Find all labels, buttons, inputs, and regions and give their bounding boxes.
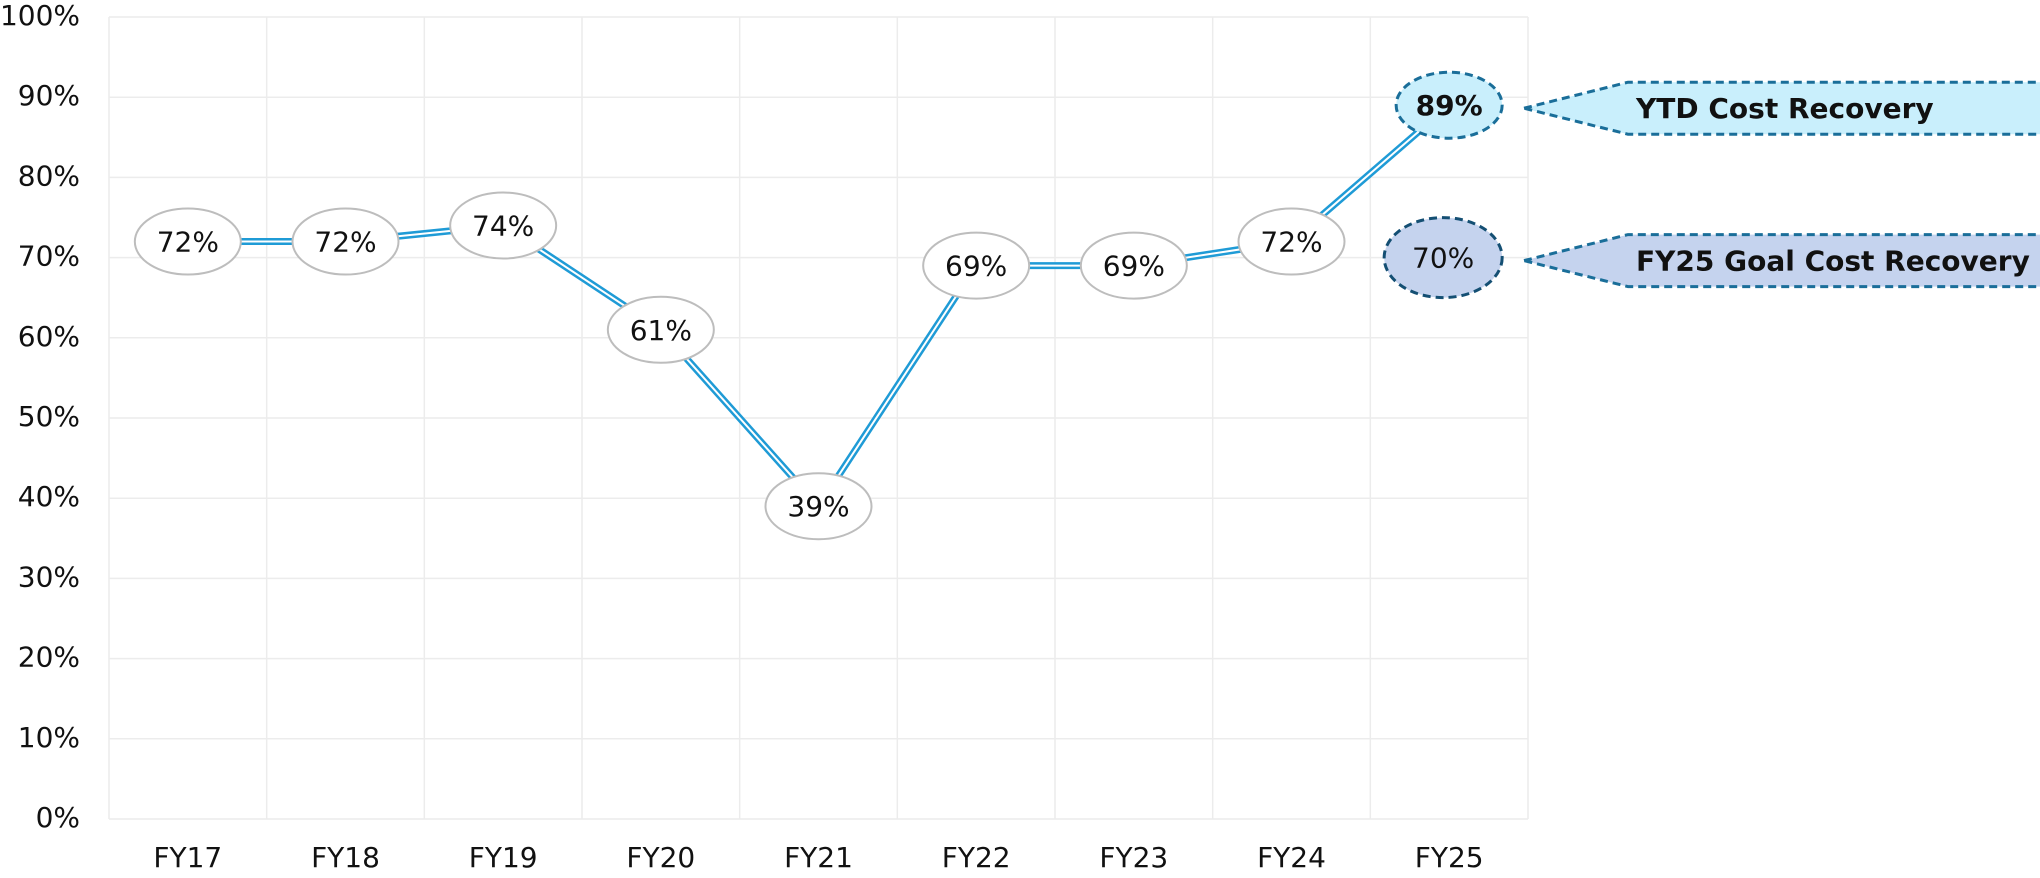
x-tick-label: FY21 [784, 841, 853, 874]
callout [1523, 80, 2040, 136]
line [187, 102, 1452, 510]
y-tick-label: 90% [18, 79, 80, 112]
y-tick-label: 80% [18, 159, 80, 192]
y-tick-label: 60% [18, 320, 80, 353]
y-tick-label: 50% [18, 400, 80, 433]
y-tick-label: 40% [18, 480, 80, 513]
data-label: 69% [945, 250, 1007, 283]
y-tick-label: 100% [0, 0, 80, 32]
label-bubble [764, 472, 873, 541]
x-tick-label: FY18 [311, 841, 380, 874]
goal-label: 70% [1412, 242, 1474, 275]
x-tick-label: FY20 [626, 841, 695, 874]
data-label: 89% [1416, 89, 1483, 122]
label-bubble [1079, 231, 1188, 300]
goal-bubble [1382, 216, 1504, 300]
data-label: 69% [1103, 250, 1165, 283]
data-label: 74% [472, 210, 534, 243]
y-tick-label: 30% [18, 560, 80, 593]
line-highlight [187, 104, 1450, 508]
label-bubble [606, 295, 715, 364]
data-label: 72% [157, 226, 219, 259]
data-label: 72% [314, 226, 376, 259]
callout-text: FY25 Goal Cost Recovery [1636, 245, 2030, 278]
y-tick-label: 20% [18, 641, 80, 674]
data-label: 61% [630, 314, 692, 347]
x-tick-label: FY22 [942, 841, 1011, 874]
y-tick-label: 0% [36, 801, 80, 834]
label-bubble [449, 191, 558, 260]
y-tick-label: 70% [18, 240, 80, 273]
x-tick-label: FY24 [1257, 841, 1326, 874]
x-tick-label: FY23 [1099, 841, 1168, 874]
label-bubble [291, 207, 400, 276]
callout-text: YTD Cost Recovery [1635, 92, 1934, 125]
x-tick-label: FY25 [1415, 841, 1484, 874]
callout [1523, 233, 2040, 289]
label-bubble [133, 207, 242, 276]
data-label: 72% [1260, 226, 1322, 259]
label-bubble [1237, 207, 1346, 276]
y-tick-label: 10% [18, 721, 80, 754]
x-tick-label: FY17 [153, 841, 222, 874]
x-tick-label: FY19 [469, 841, 538, 874]
data-label: 39% [787, 490, 849, 523]
ytd-label-bubble [1394, 70, 1504, 140]
label-bubble [922, 231, 1031, 300]
